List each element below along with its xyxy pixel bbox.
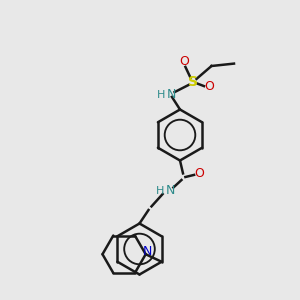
Text: H: H	[157, 89, 165, 100]
Text: N: N	[142, 245, 152, 258]
Text: N: N	[167, 88, 177, 101]
Text: O: O	[179, 55, 189, 68]
Text: O: O	[195, 167, 204, 180]
Text: O: O	[205, 80, 214, 93]
Text: S: S	[188, 76, 198, 89]
Text: N: N	[166, 184, 175, 197]
Text: H: H	[155, 185, 164, 196]
